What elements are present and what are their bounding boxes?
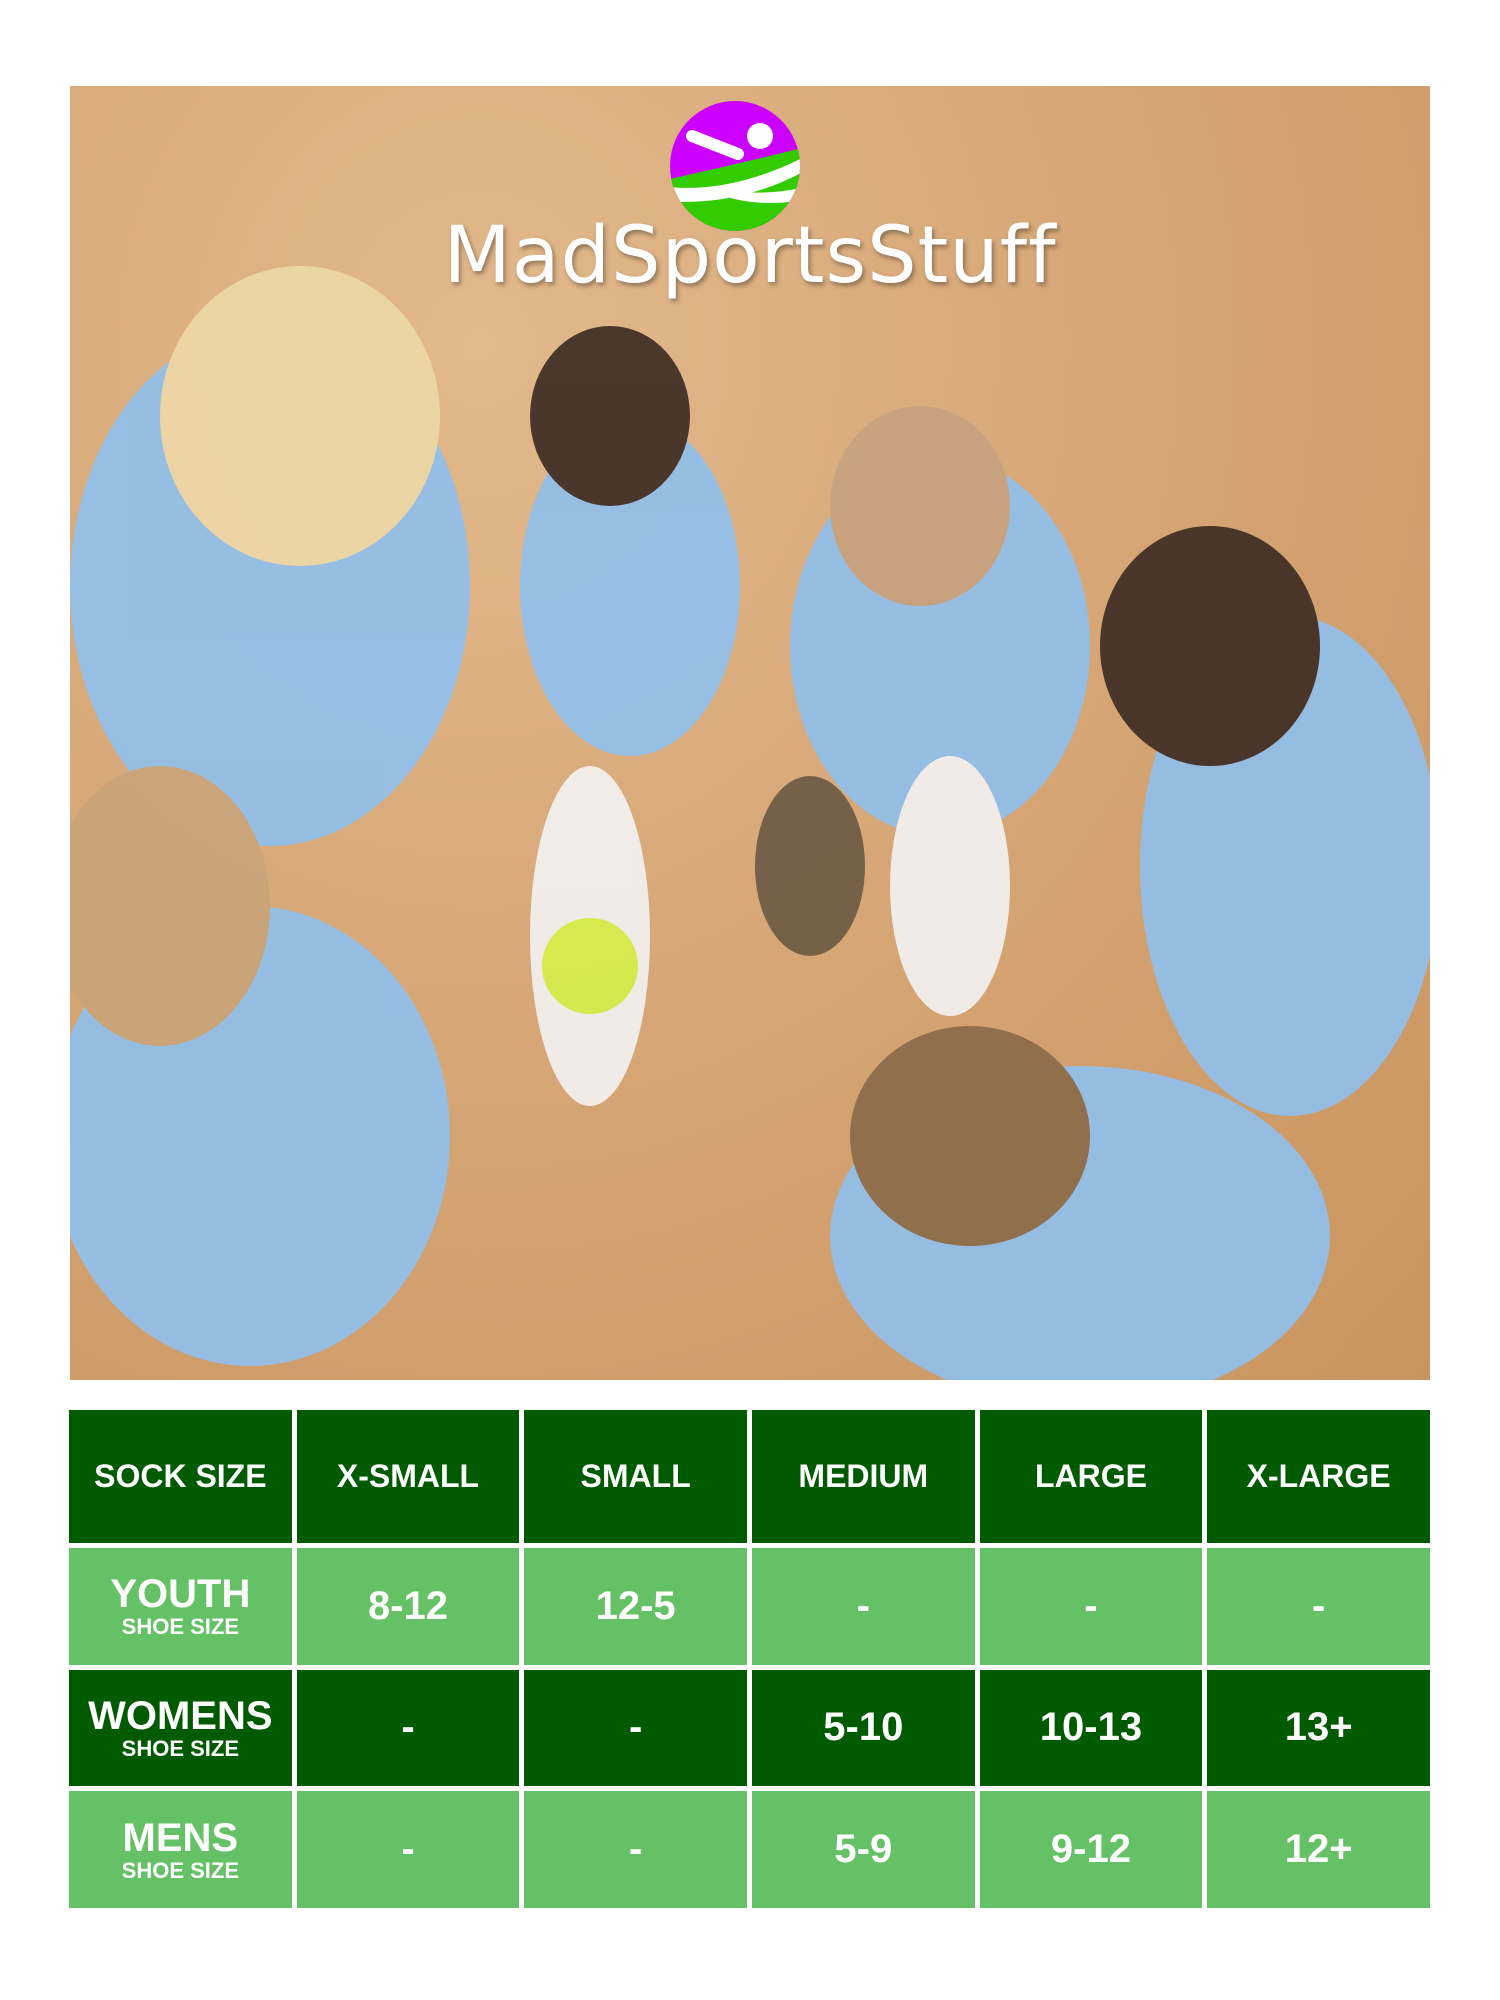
brand-logo: MadSportsStuff (70, 86, 1430, 386)
header-cell: MEDIUM (746, 1405, 980, 1548)
header-cell: SOCK SIZE (64, 1405, 297, 1548)
row-label: MENS SHOE SIZE (64, 1786, 297, 1913)
brand-name: MadSportsStuff (443, 211, 1057, 301)
size-cell: 8-12 (291, 1542, 525, 1670)
size-cell: - (291, 1786, 525, 1913)
batter-icon (670, 101, 800, 231)
size-cell: 10-13 (974, 1664, 1208, 1792)
header-cell: X-SMALL (291, 1405, 525, 1548)
size-cell: 12-5 (519, 1542, 752, 1670)
photo-illustration (70, 266, 1430, 1380)
header-cell: X-LARGE (1202, 1405, 1435, 1548)
size-cell: 12+ (1202, 1786, 1435, 1913)
sock-size-chart: SOCK SIZE X-SMALL SMALL MEDIUM LARGE X-L… (64, 1405, 1435, 1913)
table-row-mens: MENS SHOE SIZE - - 5-9 9-12 12+ (64, 1786, 1435, 1913)
size-cell: 5-9 (746, 1786, 980, 1913)
size-cell: 9-12 (974, 1786, 1208, 1913)
size-cell: 5-10 (746, 1664, 980, 1792)
size-cell: - (746, 1542, 980, 1670)
row-label: YOUTH SHOE SIZE (64, 1542, 297, 1670)
header-cell: SMALL (519, 1405, 752, 1548)
row-label: WOMENS SHOE SIZE (64, 1664, 297, 1792)
size-cell: 13+ (1202, 1664, 1435, 1792)
team-photo: MadSportsStuff (70, 86, 1430, 1380)
size-cell: - (291, 1664, 525, 1792)
size-cell: - (519, 1664, 752, 1792)
table-row-youth: YOUTH SHOE SIZE 8-12 12-5 - - - (64, 1542, 1435, 1670)
size-cell: - (974, 1542, 1208, 1670)
header-row: SOCK SIZE X-SMALL SMALL MEDIUM LARGE X-L… (64, 1405, 1435, 1548)
size-cell: - (519, 1786, 752, 1913)
table-row-womens: WOMENS SHOE SIZE - - 5-10 10-13 13+ (64, 1664, 1435, 1792)
size-cell: - (1202, 1542, 1435, 1670)
header-cell: LARGE (974, 1405, 1208, 1548)
